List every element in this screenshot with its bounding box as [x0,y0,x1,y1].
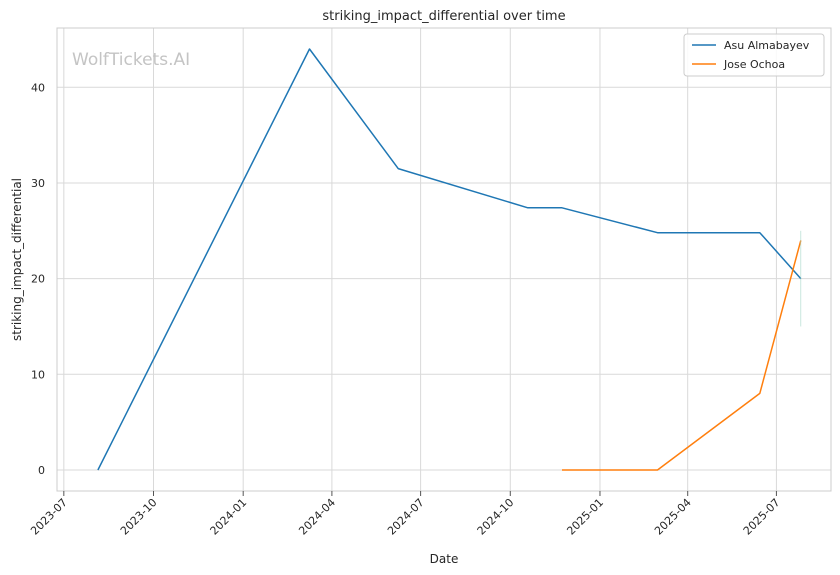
watermark: WolfTickets.AI [72,50,190,70]
plot-frame [56,27,832,492]
series-line-asu-almabayev [97,48,802,471]
x-tick-label: 2025-04 [652,496,694,538]
tick-labels: 0 10 20 30 40 2023-07 2023-10 2024-01 2024-04 202… [28,81,782,537]
y-tick-label: 30 [31,177,45,190]
y-tick-label: 10 [31,368,45,381]
x-tick-label: 2024-07 [385,496,427,538]
legend: Asu Almabayev Jose Ochoa [683,33,825,77]
x-tick-label: 2023-07 [28,496,70,538]
legend-box [683,33,825,77]
x-tick-label: 2024-10 [475,496,517,538]
y-tick-label: 0 [38,464,45,477]
x-axis-label: Date [430,552,459,566]
legend-label: Jose Ochoa [723,58,785,71]
x-tick-label: 2025-07 [741,496,783,538]
legend-label: Asu Almabayev [724,39,810,52]
x-tick-label: 2023-10 [118,496,160,538]
y-tick-label: 40 [31,81,45,94]
grid [57,28,831,491]
chart-title: striking_impact_differential over time [322,9,565,24]
y-axis-label: striking_impact_differential [10,178,24,341]
x-tick-label: 2025-01 [564,496,606,538]
y-tick-label: 20 [31,273,45,286]
x-tick-label: 2024-01 [208,496,250,538]
series-line-jose-ochoa [562,240,802,471]
x-tick-label: 2024-04 [296,496,338,538]
series-layer [97,48,802,471]
